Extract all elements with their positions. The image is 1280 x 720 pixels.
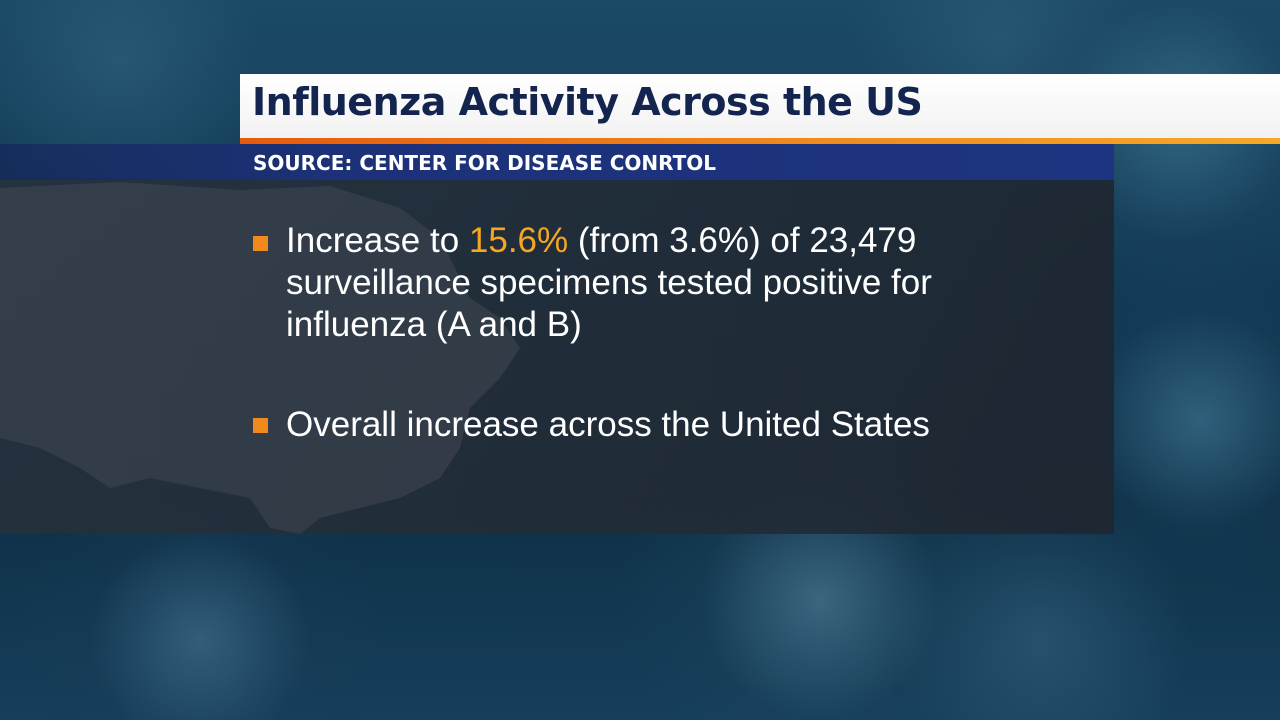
bullet-1-text-post: (from 3.6%) of 23,479 bbox=[568, 221, 917, 260]
bullet-1-line-3: influenza (A and B) bbox=[286, 305, 582, 344]
highlight-percentage: 15.6% bbox=[468, 221, 569, 260]
bullet-1-line-1: Increase to 15.6% (from 3.6%) of 23,479 bbox=[286, 220, 1046, 262]
content-panel bbox=[0, 178, 1114, 534]
headline-title: Influenza Activity Across the US bbox=[252, 80, 923, 124]
source-label: SOURCE: CENTER FOR DISEASE CONRTOL bbox=[253, 151, 717, 175]
title-accent-line bbox=[240, 138, 1280, 144]
us-map-silhouette bbox=[0, 182, 520, 534]
bullet-1-text-pre: Increase to bbox=[286, 221, 469, 260]
bullet-item-1: Increase to 15.6% (from 3.6%) of 23,479 … bbox=[286, 220, 1046, 346]
source-bar bbox=[0, 144, 1114, 180]
bullet-icon bbox=[253, 236, 268, 251]
bullet-icon bbox=[253, 418, 268, 433]
title-bar bbox=[240, 74, 1280, 138]
bullet-item-2: Overall increase across the United State… bbox=[286, 405, 930, 444]
bullet-1-line-2: surveillance specimens tested positive f… bbox=[286, 263, 932, 302]
